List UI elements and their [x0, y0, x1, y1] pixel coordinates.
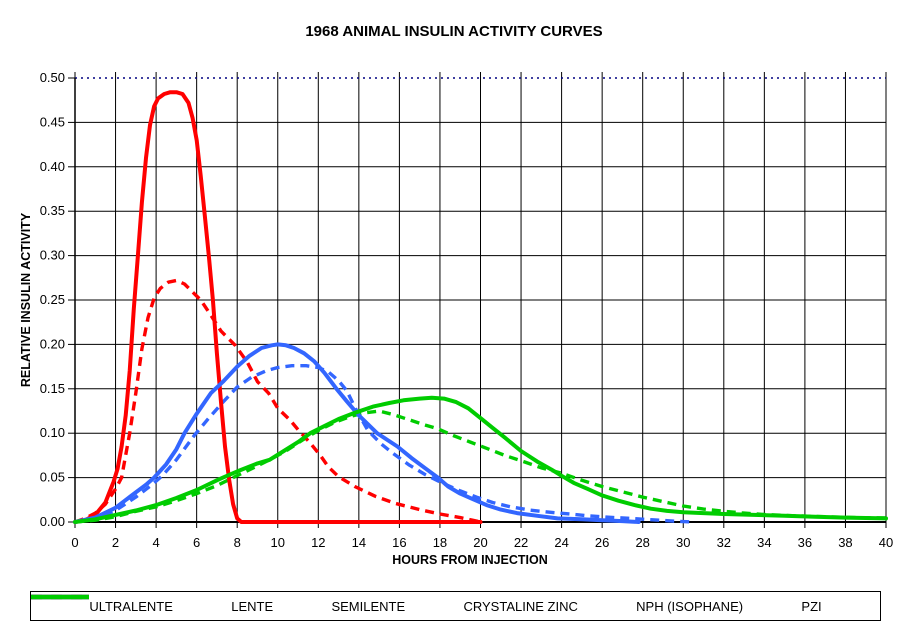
legend-label: SEMILENTE [331, 598, 406, 614]
y-tick-label: 0.25 [40, 292, 65, 307]
series-curve-semilente [74, 278, 481, 524]
x-tick-label: 40 [879, 535, 893, 550]
legend-label: LENTE [231, 598, 274, 614]
x-tick-label: 22 [514, 535, 528, 550]
legend-item-nph-isophane-: NPH (ISOPHANE) [31, 594, 744, 614]
x-tick-label: 6 [193, 535, 200, 550]
x-tick-label: 20 [473, 535, 487, 550]
series-curve-ultralente [74, 409, 887, 524]
y-axis-title: RELATIVE INSULIN ACTIVITY [19, 212, 33, 387]
y-tick-label: 0.35 [40, 203, 65, 218]
x-tick-label: 30 [676, 535, 690, 550]
legend-line-sample [31, 594, 89, 600]
legend-item-semilente: SEMILENTE [31, 594, 406, 614]
x-tick-label: 8 [234, 535, 241, 550]
x-tick-label: 28 [635, 535, 649, 550]
legend-item-lente: LENTE [31, 594, 274, 614]
y-tick-label: 0.20 [40, 336, 65, 351]
x-tick-label: 0 [71, 535, 78, 550]
x-tick-label: 18 [433, 535, 447, 550]
series-curve-crystaline-zinc [73, 90, 483, 524]
x-tick-label: 12 [311, 535, 325, 550]
x-tick-label: 16 [392, 535, 406, 550]
x-tick-label: 10 [271, 535, 285, 550]
y-tick-label: 0.10 [40, 425, 65, 440]
legend-item-crystaline-zinc: CRYSTALINE ZINC [31, 594, 578, 614]
legend-item-ultralente: ULTRALENTE [31, 594, 173, 614]
x-tick-label: 4 [152, 535, 159, 550]
x-tick-label: 24 [554, 535, 568, 550]
legend-box: ULTRALENTE LENTE SEMILENTE CRYSTALINE ZINC N… [30, 591, 881, 621]
x-tick-label: 26 [595, 535, 609, 550]
x-tick-label: 14 [352, 535, 366, 550]
x-tick-label: 2 [112, 535, 119, 550]
legend-label: CRYSTALINE ZINC [463, 598, 578, 614]
legend-item-pzi: PZI [31, 594, 822, 614]
y-tick-label: 0.05 [40, 470, 65, 485]
series-curve-nph-isophane- [73, 342, 641, 524]
y-tick-label: 0.40 [40, 159, 65, 174]
curve-layer [73, 90, 888, 524]
series-curve-lente [74, 364, 694, 524]
legend-label: ULTRALENTE [89, 598, 173, 614]
x-axis-title: HOURS FROM INJECTION [392, 553, 548, 567]
x-tick-label: 34 [757, 535, 771, 550]
x-tick-label: 32 [717, 535, 731, 550]
x-tick-label: 36 [798, 535, 812, 550]
tick-label-layer: 0 2 4 6 8 10 12 14 16 18 20 22 24 26 28 30 32 34 36 38 400.0… [40, 70, 894, 550]
y-tick-label: 0.30 [40, 248, 65, 263]
y-tick-label: 0.45 [40, 114, 65, 129]
chart-title: 1968 ANIMAL INSULIN ACTIVITY CURVES [305, 23, 602, 40]
legend-label: PZI [801, 598, 822, 614]
y-tick-label: 0.50 [40, 70, 65, 85]
grid-layer [68, 72, 887, 528]
y-tick-label: 0.15 [40, 381, 65, 396]
legend-label: NPH (ISOPHANE) [636, 598, 744, 614]
series-curve-pzi [73, 395, 888, 524]
y-tick-label: 0.00 [40, 514, 65, 529]
x-tick-label: 38 [838, 535, 852, 550]
